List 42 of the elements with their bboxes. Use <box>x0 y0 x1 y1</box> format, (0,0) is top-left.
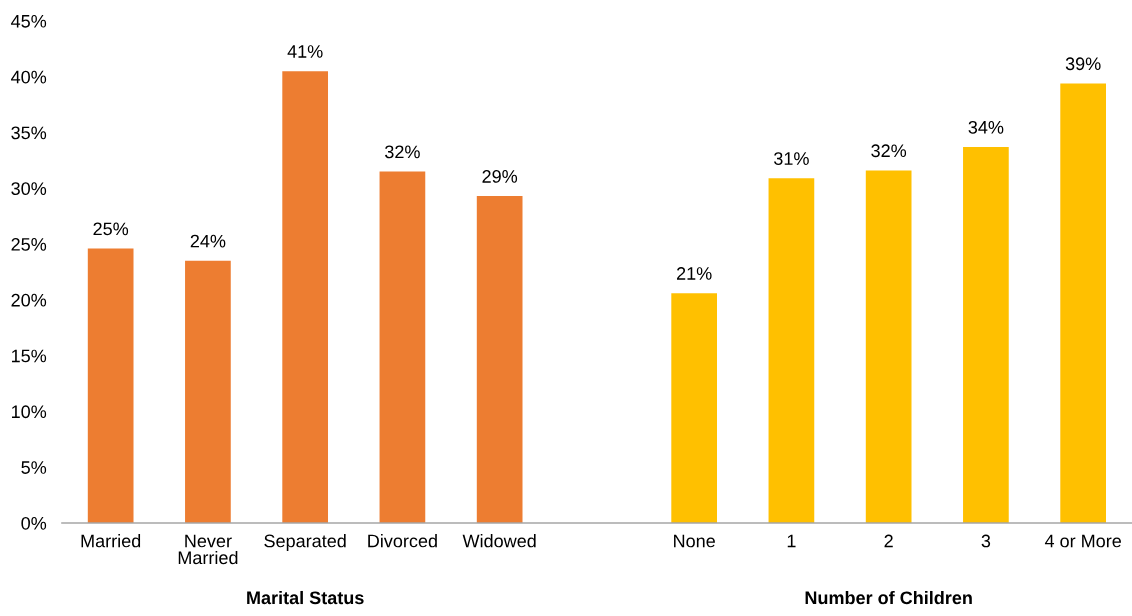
bar <box>865 170 912 523</box>
x-tick-label: None <box>674 534 715 548</box>
data-label: 32% <box>385 145 420 159</box>
x-tick-label: Separated <box>264 534 346 551</box>
x-tick-label: 1 <box>787 534 796 548</box>
y-tick-label: 0% <box>21 516 47 530</box>
data-label: 29% <box>482 170 518 183</box>
y-tick-label: 25% <box>11 238 47 251</box>
bar <box>671 293 718 523</box>
data-label: 21% <box>676 267 712 280</box>
bar <box>282 71 329 523</box>
y-tick-label: 5% <box>21 461 47 474</box>
bar <box>87 248 134 523</box>
data-label: 39% <box>1065 57 1101 71</box>
x-tick-label: Widowed <box>462 534 536 548</box>
y-tick-label: 15% <box>12 349 47 363</box>
data-label: 32% <box>871 144 907 158</box>
x-tick-label: 4 or More <box>1044 534 1121 548</box>
bar <box>1060 83 1106 523</box>
y-tick-label: 45% <box>11 14 47 28</box>
data-label: 24% <box>190 234 226 248</box>
data-label: 25% <box>93 222 129 236</box>
data-label: 31% <box>774 152 809 165</box>
bar <box>963 147 1009 523</box>
text: Number of Children <box>805 590 972 605</box>
x-tick-label: 3 <box>981 534 991 548</box>
data-label: 34% <box>968 120 1004 134</box>
y-tick-label: 35% <box>11 126 47 140</box>
x-tick-label: Divorced <box>368 534 437 548</box>
y-tick-label: 30% <box>11 182 47 196</box>
y-tick-label: 10% <box>12 405 47 419</box>
x-tick-label: Married <box>81 534 141 548</box>
text: Marital Status <box>247 590 364 605</box>
data-label: 41% <box>287 45 323 58</box>
bar <box>185 260 231 523</box>
x-tick-label: Never Married <box>178 534 238 565</box>
bar <box>476 196 523 523</box>
bar <box>379 171 426 523</box>
y-tick-label: 40% <box>11 70 47 84</box>
x-tick-label: 2 <box>884 534 893 548</box>
y-tick-label: 20% <box>11 293 47 307</box>
bar <box>768 178 815 523</box>
